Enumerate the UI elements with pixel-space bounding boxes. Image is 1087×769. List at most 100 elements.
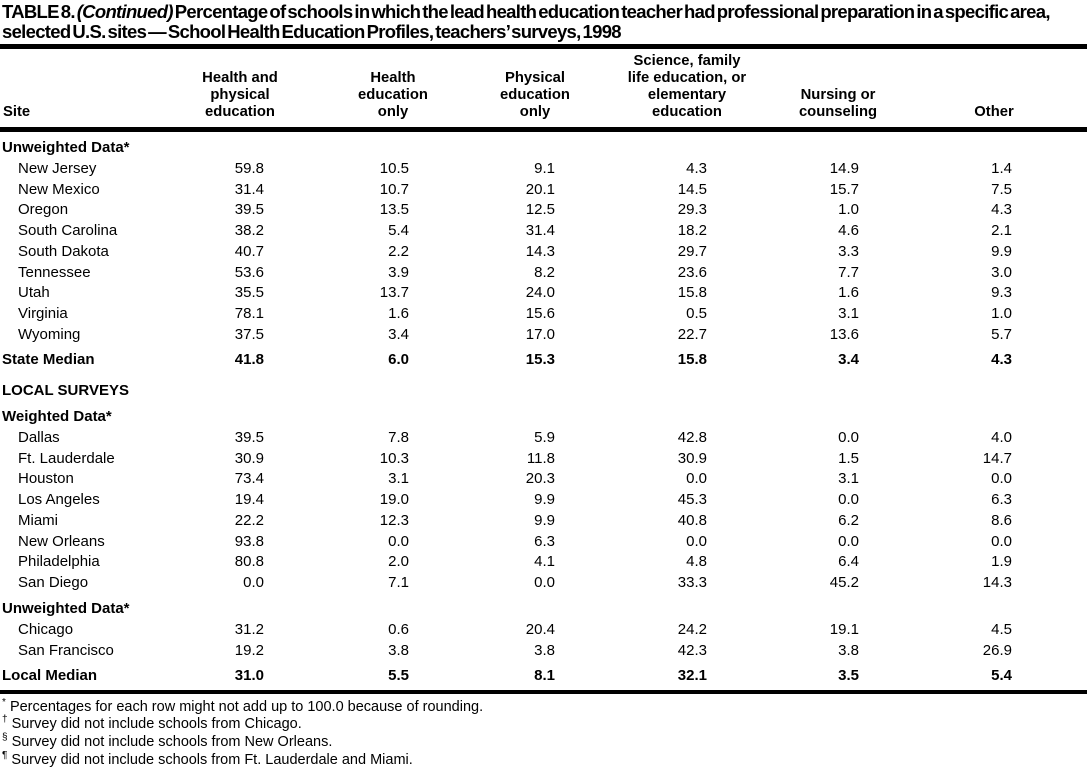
value-cell: 1.6 [838, 284, 859, 302]
table-row: Los Angeles 19.4 19.0 9.9 45.3 0.0 6.3 [0, 490, 1087, 511]
value-cell: 13.6 [829, 326, 859, 344]
site-cell: South Dakota [18, 242, 109, 260]
table-row: Unweighted Data* [0, 130, 1087, 159]
value-cell: 6.2 [838, 511, 859, 529]
table-row: Houston 73.4 3.1 20.3 0.0 3.1 0.0 [0, 469, 1087, 490]
value-cell: 30.9 [234, 449, 264, 467]
site-cell: San Diego [18, 574, 89, 592]
value-cell: 8.2 [534, 263, 555, 281]
value-cell: 15.8 [677, 284, 707, 302]
site-cell: Houston [18, 470, 74, 488]
value-cell: 2.1 [991, 222, 1012, 240]
value-cell: 6.0 [388, 351, 409, 369]
value-cell: 40.7 [234, 242, 264, 260]
value-cell: 0.0 [534, 574, 555, 592]
site-cell: New Orleans [18, 532, 105, 550]
value-cell: 22.2 [234, 511, 264, 529]
value-cell: 33.3 [677, 574, 707, 592]
value-cell: 42.8 [677, 428, 707, 446]
value-cell: 23.6 [677, 263, 707, 281]
value-cell: 0.0 [686, 532, 707, 550]
value-cell: 39.5 [234, 201, 264, 219]
value-cell: 3.1 [838, 305, 859, 323]
column-header-line: life education, or [627, 70, 747, 86]
value-cell: 2.0 [388, 553, 409, 571]
bottom-rule [0, 689, 1087, 694]
value-cell: 6.4 [838, 553, 859, 571]
value-cell: 4.6 [838, 222, 859, 240]
value-cell: 14.3 [525, 242, 555, 260]
value-cell: 12.5 [525, 201, 555, 219]
table-title-continued: (Continued) [76, 1, 174, 22]
site-cell: Chicago [18, 621, 74, 639]
site-cell: Wyoming [18, 326, 81, 344]
value-cell: 12.3 [379, 511, 409, 529]
value-cell: 3.3 [838, 242, 859, 260]
value-cell: 13.5 [379, 201, 409, 219]
value-cell: 6.3 [534, 532, 555, 550]
value-cell: 8.1 [534, 667, 555, 685]
table-row: Wyoming 37.5 3.4 17.0 22.7 13.6 5.7 [0, 324, 1087, 345]
value-cell: 3.9 [388, 263, 409, 281]
value-cell: 73.4 [234, 470, 264, 488]
value-cell: 5.7 [991, 326, 1012, 344]
value-cell: 53.6 [234, 263, 264, 281]
column-header-line: counseling [798, 104, 878, 120]
value-cell: 19.0 [379, 491, 409, 509]
value-cell: 5.5 [388, 667, 409, 685]
value-cell: 29.3 [677, 201, 707, 219]
value-cell: 41.8 [234, 351, 264, 369]
value-cell: 78.1 [234, 305, 264, 323]
table-row: San Diego 0.0 7.1 0.0 33.3 45.2 14.3 [0, 573, 1087, 594]
table-header: Site Health and physical education Health edu… [0, 49, 1087, 132]
value-cell: 5.4 [991, 667, 1012, 685]
value-cell: 26.9 [982, 642, 1012, 659]
value-cell: 20.4 [525, 621, 555, 639]
value-cell: 2.2 [388, 242, 409, 260]
value-cell: 5.4 [388, 222, 409, 240]
table-title-label: TABLE 8. [2, 1, 75, 22]
value-cell: 1.0 [991, 305, 1012, 323]
value-cell: 14.9 [829, 159, 859, 177]
column-header-line: education [358, 87, 428, 103]
value-cell: 0.6 [388, 621, 409, 639]
footnote-new-orleans: § Survey did not include schools from Ne… [2, 732, 1087, 752]
value-cell: 3.1 [388, 470, 409, 488]
value-cell: 19.2 [234, 642, 264, 659]
site-cell: South Carolina [18, 222, 118, 240]
column-header-line: physical [210, 87, 270, 103]
value-cell: 7.8 [388, 428, 409, 446]
profiles-table: Site Health and physical education Health edu… [0, 49, 1087, 690]
footnote-text: Survey did not include schools from Chic… [11, 716, 302, 733]
value-cell: 45.2 [829, 574, 859, 592]
value-cell: 9.9 [534, 491, 555, 509]
value-cell: 3.1 [838, 470, 859, 488]
value-cell: 13.7 [379, 284, 409, 302]
value-cell: 31.4 [525, 222, 555, 240]
value-cell: 1.5 [838, 449, 859, 467]
site-cell: Utah [18, 284, 50, 302]
footnote-rounding: * Percentages for each row might not add… [2, 697, 1087, 717]
value-cell: 15.6 [525, 305, 555, 323]
value-cell: 30.9 [677, 449, 707, 467]
value-cell: 0.0 [838, 532, 859, 550]
footnote-text: Percentages for each row might not add u… [9, 698, 484, 715]
header-row: Site Health and physical education Health edu… [0, 49, 1087, 132]
footnote-symbol: § [2, 732, 8, 744]
value-cell: 0.0 [838, 428, 859, 446]
table-row: South Carolina 38.2 5.4 31.4 18.2 4.6 2.1 [0, 221, 1087, 242]
value-cell: 10.3 [379, 449, 409, 467]
value-cell: 9.1 [534, 159, 555, 177]
value-cell: 7.1 [388, 574, 409, 592]
value-cell: 17.0 [525, 326, 555, 344]
value-cell: 8.6 [991, 511, 1012, 529]
value-cell: 59.8 [234, 159, 264, 177]
value-cell: 38.2 [234, 222, 264, 240]
site-cell: Ft. Lauderdale [18, 449, 115, 467]
value-cell: 19.1 [829, 621, 859, 639]
value-cell: 31.2 [234, 621, 264, 639]
site-cell: Local Median [2, 667, 98, 685]
value-cell: 1.6 [388, 305, 409, 323]
value-cell: 20.3 [525, 470, 555, 488]
column-header-health-education-only: Health education only [315, 49, 471, 132]
